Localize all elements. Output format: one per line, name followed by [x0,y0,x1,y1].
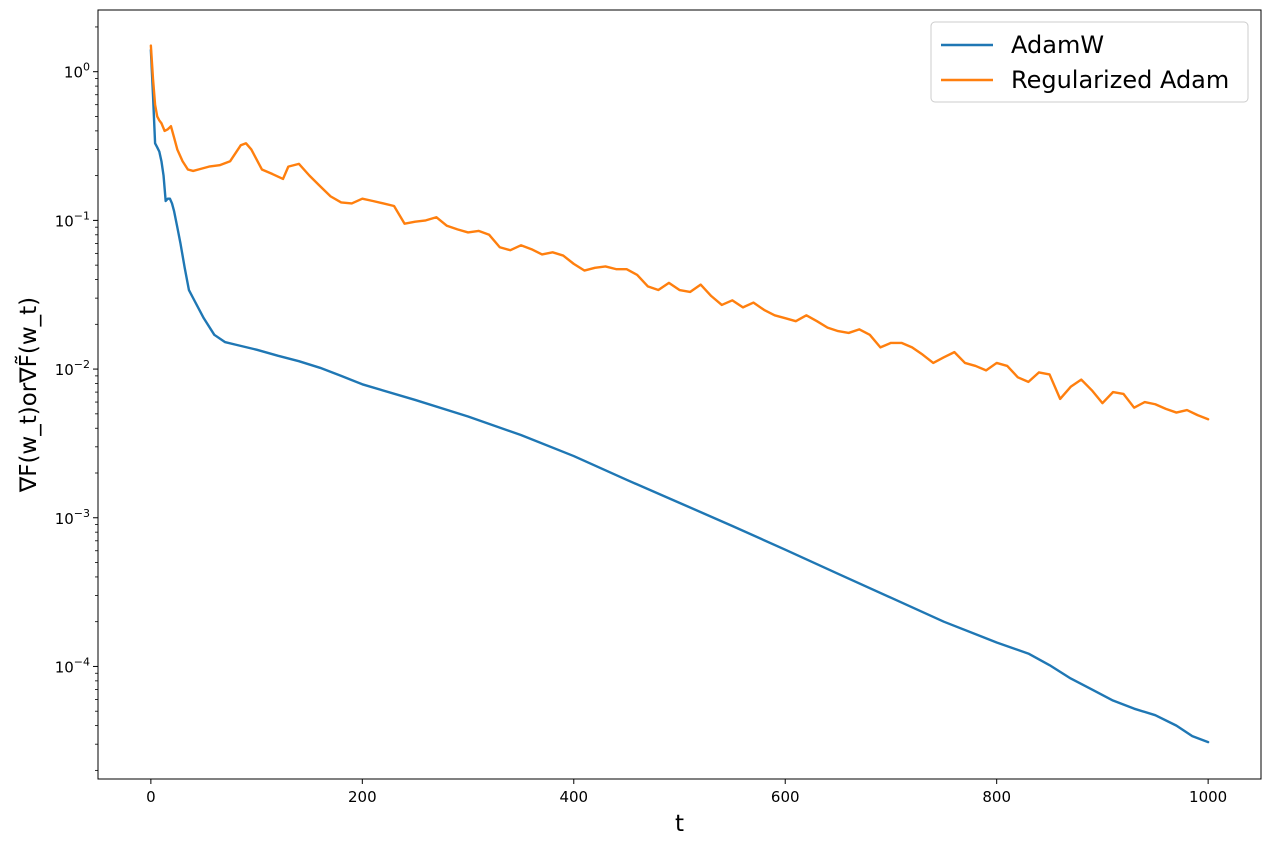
legend: AdamW Regularized Adam [930,21,1249,103]
y-axis-label: ∇F(w_t)or∇F̃(w_t) [15,297,42,493]
y-tick-label: 10−2 [55,358,90,379]
series-layer [149,44,1210,744]
x-tick-label: 1000 [1189,788,1227,806]
legend-label: Regularized Adam [1011,66,1229,94]
x-tick-label: 400 [559,788,588,806]
y-tick-label: 10−4 [55,655,90,676]
y-tick-exponent: 0 [83,61,90,74]
x-tick-label: 600 [771,788,800,806]
series-line-0 [149,48,1210,744]
y-tick-exponent: −3 [74,507,90,520]
y-tick-exponent: −2 [74,358,90,371]
x-tick-label: 200 [348,788,377,806]
x-axis: 0 200 400 600 800 1000 [146,779,1227,806]
y-tick-label: 100 [64,61,90,82]
y-axis-minor-ticks [95,26,98,771]
x-tick-label: 800 [982,788,1011,806]
plot-area-frame [97,9,1262,780]
y-tick-base: 10 [55,510,74,528]
y-tick-label: 10−3 [55,507,90,528]
legend-box [930,21,1249,103]
series-line-1 [149,44,1210,421]
y-tick-base: 10 [55,658,74,676]
y-tick-base: 10 [64,64,83,82]
y-tick-exponent: −1 [74,209,90,222]
y-tick-label: 10−1 [55,209,90,230]
x-tick-label: 0 [146,788,156,806]
x-axis-label: t [675,811,684,837]
legend-label: AdamW [1011,31,1104,59]
y-tick-base: 10 [55,361,74,379]
y-tick-exponent: −4 [74,655,90,668]
y-tick-base: 10 [55,212,74,230]
